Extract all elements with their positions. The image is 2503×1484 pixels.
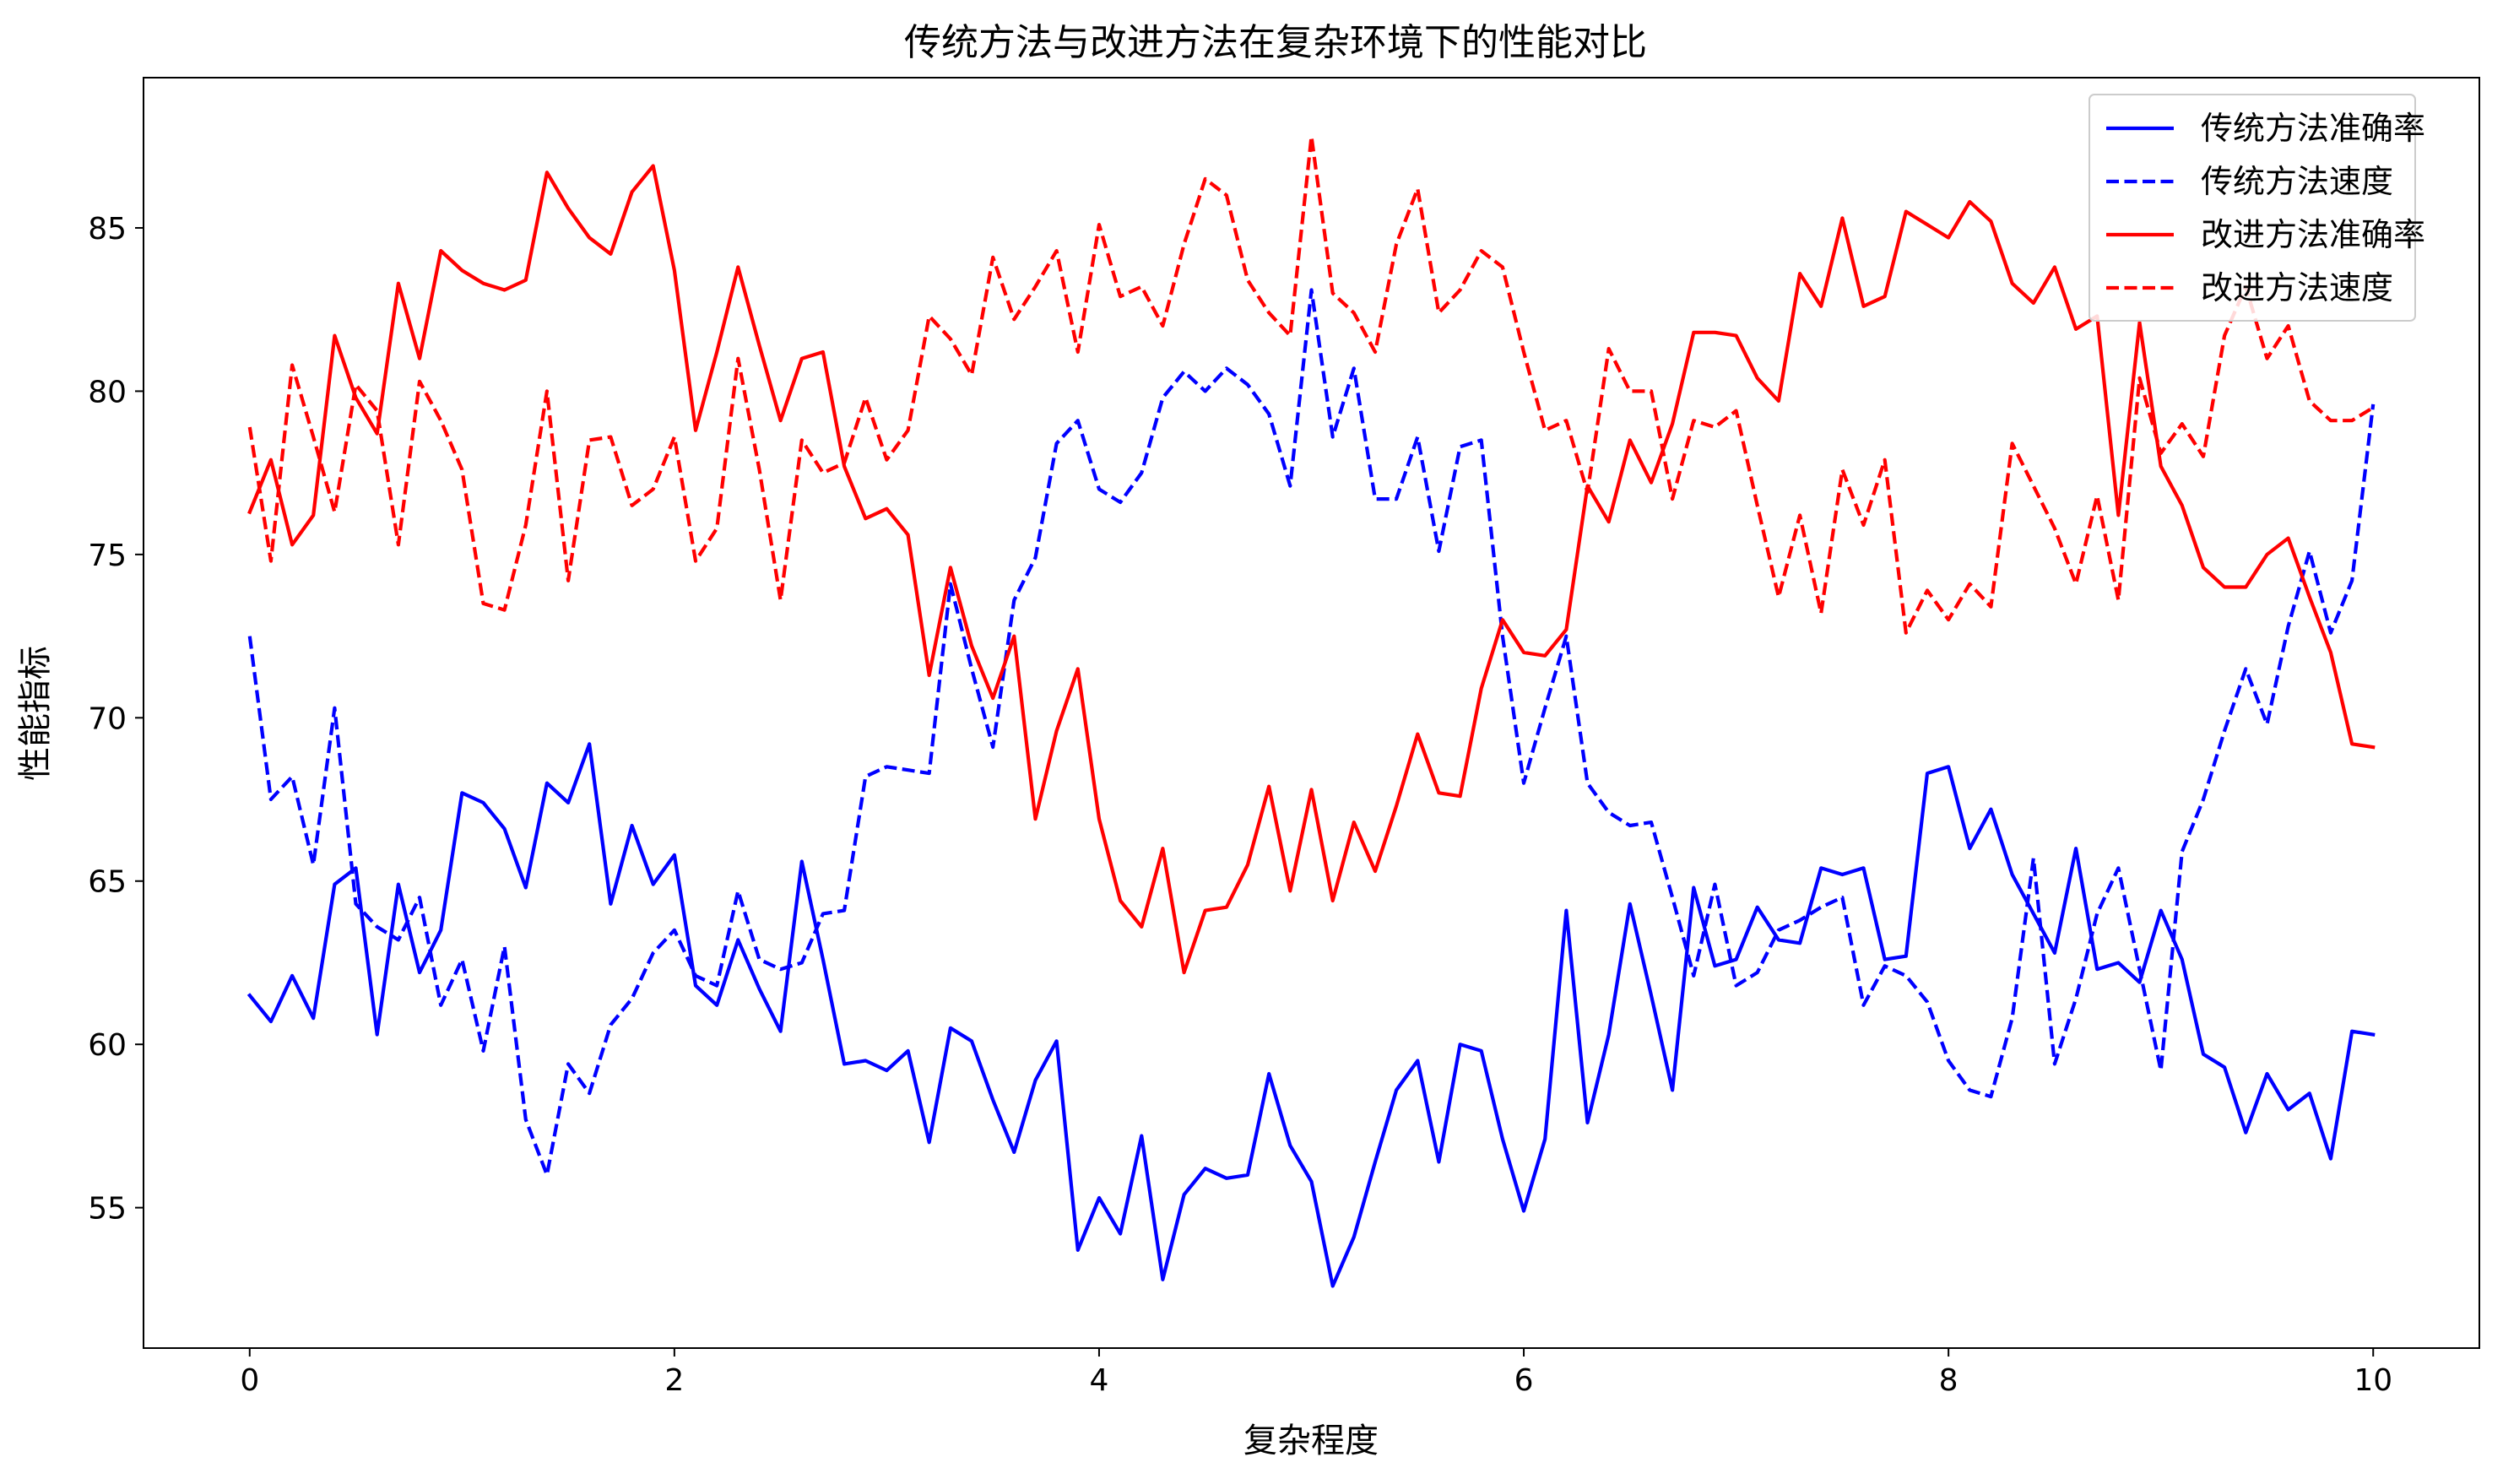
series-line-1 — [247, 288, 2376, 1178]
y-tick-label: 55 — [88, 1192, 127, 1227]
x-tick-label: 10 — [2354, 1363, 2392, 1398]
y-tick-label: 85 — [88, 212, 127, 246]
legend-box — [2089, 94, 2416, 322]
x-axis: 0 2 4 6 8 10 — [240, 1348, 2392, 1398]
series-line-0 — [247, 742, 2376, 1288]
y-axis: 55 60 65 70 75 80 85 — [88, 212, 144, 1227]
legend-label-1: 传统方法速度 — [2201, 163, 2393, 200]
legend-label-3: 改进方法速度 — [2201, 269, 2393, 306]
y-tick-label: 75 — [88, 539, 127, 573]
legend-label-0: 传统方法准确率 — [2201, 110, 2425, 147]
legend-label-2: 改进方法准确率 — [2201, 216, 2425, 253]
y-tick-label: 70 — [88, 701, 127, 736]
chart-title: 传统方法与改进方法在复杂环境下的性能对比 — [904, 21, 1647, 64]
x-tick-label: 6 — [1514, 1363, 1534, 1398]
y-tick-label: 65 — [88, 865, 127, 900]
x-axis-label: 复杂程度 — [1243, 1422, 1379, 1460]
x-tick-label: 4 — [1090, 1363, 1109, 1398]
y-tick-label: 60 — [88, 1028, 127, 1063]
series-layer — [247, 134, 2376, 1288]
series-line-3 — [247, 134, 2375, 635]
y-tick-label: 80 — [88, 375, 127, 409]
y-axis-label: 性能指标 — [16, 646, 55, 781]
plot-area-frame — [143, 77, 2480, 1349]
x-tick-label: 2 — [664, 1363, 684, 1398]
series-line-2 — [247, 164, 2376, 975]
x-tick-label: 8 — [1939, 1363, 1959, 1398]
x-tick-label: 0 — [240, 1363, 259, 1398]
